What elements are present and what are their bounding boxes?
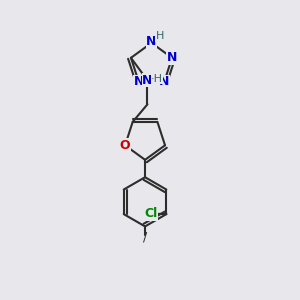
- Text: N: N: [159, 76, 169, 88]
- Text: ·H: ·H: [151, 74, 163, 84]
- Text: N: N: [142, 74, 153, 87]
- Text: Cl: Cl: [144, 207, 158, 220]
- Text: N: N: [146, 35, 157, 48]
- Text: N: N: [167, 51, 177, 64]
- Text: O: O: [120, 139, 130, 152]
- Text: N: N: [134, 76, 144, 88]
- Text: H: H: [156, 31, 164, 41]
- Text: /: /: [143, 230, 147, 243]
